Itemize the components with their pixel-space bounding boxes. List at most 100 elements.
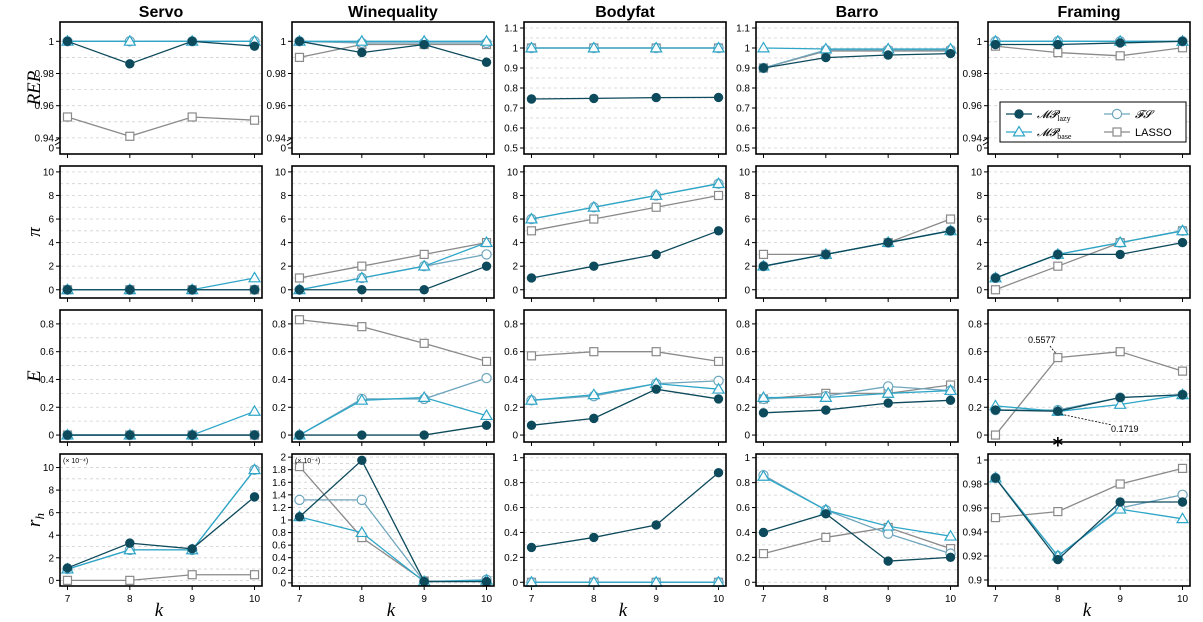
point-mp_lazy [758, 527, 769, 538]
point-mp_base [649, 188, 663, 200]
panel-frame [987, 21, 1191, 155]
panel-r_h-barro: 0 0.2 0.4 0.6 0.8 1 7 8 9 10 [736, 453, 959, 605]
annotation-leader [1060, 413, 1113, 426]
panel-frame [523, 165, 727, 299]
y-tick-label: 2 [744, 262, 750, 273]
point-mp_base [524, 393, 539, 405]
point-mp_lazy [419, 430, 429, 440]
panel-frame [987, 309, 1191, 443]
y-tick-label: 0.2 [504, 553, 518, 564]
point-mp_lazy [187, 544, 197, 554]
point-lasso [125, 131, 135, 141]
point-lasso [1053, 261, 1063, 271]
point-mp_base [355, 271, 369, 283]
series-line-mp_base [299, 396, 487, 436]
y-tick-label: 2 [512, 262, 518, 273]
y-tick-label: 0.2 [968, 403, 982, 414]
y-tick-label: 1 [512, 44, 518, 55]
y-tick-label: 0 [280, 431, 286, 442]
panel-r_h-bodyfat: 0 0.2 0.4 0.6 0.8 1 7 8 9 10 [504, 453, 727, 605]
y-tick-label: 8 [280, 191, 286, 202]
point-mp_lazy [1053, 249, 1063, 260]
point-lasso [62, 112, 73, 122]
y-tick-label: 1 [280, 37, 286, 48]
series-line-lasso [995, 45, 1183, 57]
x-tick-label: 10 [1177, 594, 1189, 605]
series-line-mp_lazy [531, 230, 719, 279]
point-mp_base [881, 519, 895, 531]
y-tick-label: 1 [744, 44, 750, 55]
panel-frame [755, 165, 959, 299]
series-line-mp_base [994, 477, 1183, 557]
panel-frame [987, 453, 1191, 587]
series-line-fs [531, 380, 719, 401]
point-mp_lazy [990, 473, 1001, 483]
y-tick-label: 4 [48, 238, 54, 249]
point-mp_lazy [1053, 554, 1063, 565]
x-axis-label: k [619, 600, 628, 621]
legend-label-lasso: LASSO [1135, 127, 1172, 139]
series-line-mp_base [531, 382, 719, 401]
point-lasso [589, 347, 599, 357]
point-lasso [1053, 352, 1063, 363]
point-mp_base [649, 41, 663, 53]
y-tick-label: 0.8 [272, 528, 286, 539]
series-line-mp_lazy [299, 459, 487, 583]
point-mp_lazy [651, 384, 661, 394]
y-tick-label: 0.6 [504, 503, 518, 514]
point-mp_lazy [249, 41, 260, 51]
x-tick-label: 9 [885, 594, 891, 605]
point-lasso [187, 570, 197, 580]
series-line-mp_lazy [299, 424, 487, 436]
x-tick-label: 8 [359, 594, 365, 605]
y-tick-label: 2 [976, 262, 982, 273]
point-mp_lazy [589, 532, 599, 543]
panel-frame [291, 165, 495, 299]
point-mp_lazy [357, 455, 367, 465]
x-tick-label: 7 [761, 594, 767, 605]
point-mp_lazy [1115, 38, 1125, 48]
y-tick-label: 0.2 [736, 553, 750, 564]
y-tick-label: 1 [280, 516, 286, 527]
series-line-lasso [67, 116, 255, 137]
point-mp_lazy [945, 395, 956, 406]
y-tick-label: 0 [512, 285, 518, 296]
y-tick-label: 0.8 [736, 319, 750, 330]
y-tick-label: 0.4 [968, 375, 982, 386]
point-lasso [1115, 479, 1125, 489]
column-title-servo: Servo [139, 4, 184, 21]
y-tick-label: 0.4 [272, 375, 286, 386]
y-tick-label: 8 [48, 191, 54, 202]
series-line-mp_base [763, 475, 951, 537]
x-tick-label: 10 [481, 594, 493, 605]
point-mp_base [587, 41, 601, 53]
y-tick-label: 0.9 [968, 576, 982, 587]
point-mp_base [355, 525, 369, 538]
y-tick-label: 0.2 [504, 403, 518, 414]
x-tick-label: 8 [823, 594, 829, 605]
y-tick-label: 2 [48, 553, 54, 564]
y-tick-label: 0.94 [267, 133, 287, 144]
series-line-mp_lazy [531, 472, 719, 549]
annotation-leader [1049, 345, 1057, 354]
point-mp_base [756, 390, 771, 402]
y-tick-label: 0.6 [272, 347, 286, 358]
y-tick-label: 0.4 [736, 528, 750, 539]
y-tick-label: 0.96 [267, 101, 287, 112]
point-mp_base [711, 176, 726, 189]
point-mp_lazy [62, 563, 73, 573]
legend-label-main: 𝓕𝓢 [1135, 109, 1155, 121]
point-mp_lazy [125, 538, 135, 548]
point-mp_base [881, 386, 895, 398]
point-lasso [294, 461, 305, 472]
point-mp_lazy [990, 273, 1001, 283]
series-line-mp_base [299, 516, 487, 583]
y-tick-label: 0.6 [40, 347, 54, 358]
point-mp_base [524, 212, 539, 224]
y-tick-label: 1.4 [272, 490, 286, 501]
x-axis-label: k [387, 600, 396, 621]
column-title-framing: Framing [1057, 4, 1120, 21]
y-tick-label: 6 [744, 215, 750, 226]
point-mp_lazy [713, 394, 724, 404]
